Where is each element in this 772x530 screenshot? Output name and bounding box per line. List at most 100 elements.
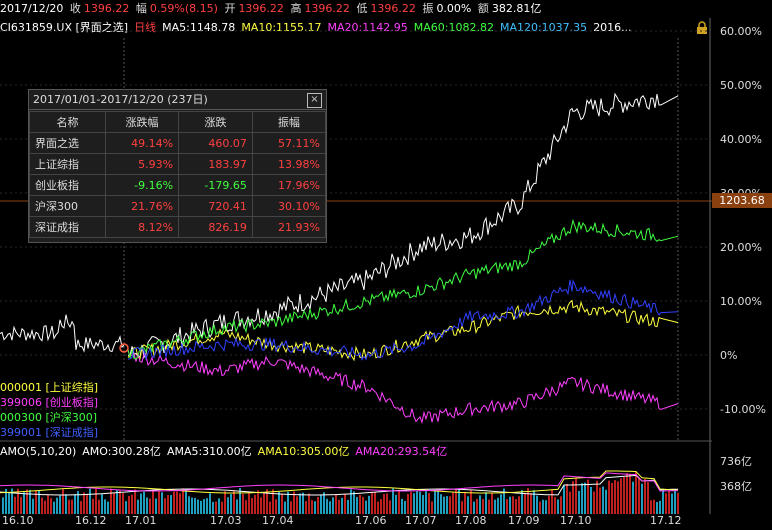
volume-bar	[128, 495, 130, 514]
row-amp: 13.98%	[251, 153, 327, 175]
y-tick: 50.00%	[720, 79, 762, 92]
row-name: 上证综指	[29, 153, 106, 175]
volume-bar	[155, 498, 157, 514]
x-tick: 17.09	[508, 514, 540, 527]
volume-bar	[365, 500, 367, 514]
amo-value: AMO:300.28亿	[82, 445, 161, 458]
volume-bar	[545, 500, 547, 514]
volume-bar	[143, 491, 145, 514]
volume-bar	[392, 488, 394, 514]
volume-bar	[47, 494, 49, 514]
volume-bar	[335, 494, 337, 514]
volume-bar	[632, 481, 634, 514]
volume-bar	[575, 478, 577, 514]
volume-bar	[173, 491, 175, 514]
table-row[interactable]: 界面之选 49.14% 460.07 57.11%	[29, 132, 327, 154]
series-line-0[interactable]	[127, 92, 679, 359]
volume-bar	[527, 488, 529, 514]
volume-bar	[410, 492, 412, 514]
series-line-3[interactable]	[127, 218, 679, 360]
volume-bar	[626, 473, 628, 514]
legend-item-shenzhen[interactable]: 399001 [深证成指]	[0, 426, 99, 439]
volume-bar	[551, 489, 553, 514]
volume-bar	[215, 501, 217, 514]
volume-bar	[401, 498, 403, 514]
history-line	[0, 314, 125, 353]
volume-bar	[206, 498, 208, 514]
legend-item-shanghai[interactable]: 000001 [上证综指]	[0, 381, 99, 394]
volume-bar	[326, 498, 328, 514]
volume-bar	[323, 492, 325, 514]
volume-bar	[674, 489, 676, 514]
series-line-1[interactable]	[127, 299, 679, 362]
volume-bar	[38, 490, 40, 514]
volume-bar	[452, 492, 454, 514]
volume-bar	[413, 493, 415, 514]
range-stats-panel[interactable]: 2017/01/01-2017/12/20 (237日) × 名称 涨跌幅 涨跌…	[28, 89, 327, 243]
volume-bar	[182, 488, 184, 514]
volume-bar	[32, 498, 34, 514]
volume-bar	[377, 501, 379, 514]
volume-bar	[572, 481, 574, 514]
lock-icon[interactable]	[696, 21, 710, 35]
volume-bar	[671, 493, 673, 514]
volume-bar	[197, 499, 199, 514]
volume-bar	[257, 490, 259, 514]
row-name: 沪深300	[29, 195, 106, 217]
volume-bar	[398, 490, 400, 514]
table-row[interactable]: 上证综指 5.93% 183.97 13.98%	[29, 153, 327, 175]
volume-bar	[620, 478, 622, 514]
volume-bar	[311, 500, 313, 514]
open-value: 1396.22	[238, 2, 284, 15]
table-row[interactable]: 沪深300 21.76% 720.41 30.10%	[29, 195, 327, 217]
volume-bar	[503, 488, 505, 514]
volume-bar	[74, 494, 76, 514]
volume-bar	[272, 489, 274, 514]
row-chg: -179.65	[178, 174, 253, 196]
volume-bar	[203, 499, 205, 514]
volume-bar	[230, 494, 232, 514]
x-tick: 17.08	[455, 514, 487, 527]
volume-bar	[368, 495, 370, 514]
volume-bar	[5, 488, 7, 514]
low-value: 1396.22	[370, 2, 416, 15]
legend-item-chinext[interactable]: 399006 [创业板指]	[0, 396, 99, 409]
col-amp: 振幅	[251, 111, 327, 133]
volume-bar	[23, 492, 25, 514]
table-row[interactable]: 创业板指 -9.16% -179.65 17.96%	[29, 174, 327, 196]
volume-bar	[200, 500, 202, 514]
amo-title[interactable]: AMO(5,10,20)	[0, 445, 77, 458]
volume-bar	[119, 490, 121, 514]
volume-bar	[59, 495, 61, 514]
series-line-4[interactable]	[127, 278, 679, 361]
volume-bar	[317, 496, 319, 514]
volume-bar	[194, 497, 196, 514]
volume-bar	[593, 491, 595, 514]
volume-bar	[2, 497, 4, 514]
volume-bar	[167, 495, 169, 514]
volume-bar	[212, 501, 214, 514]
volume-bar	[77, 491, 79, 514]
volume-bar	[191, 497, 193, 514]
volume-bar	[470, 489, 472, 514]
volume-bar	[665, 493, 667, 514]
amplitude-label: 振	[422, 2, 434, 15]
row-amp: 57.11%	[251, 132, 327, 154]
volume-bar	[179, 493, 181, 514]
close-icon[interactable]: ×	[307, 93, 322, 108]
row-pct: 5.93%	[104, 153, 180, 175]
start-marker-icon[interactable]	[119, 343, 129, 353]
volume-bar	[389, 500, 391, 514]
volume-bar	[467, 496, 469, 514]
x-tick: 17.07	[405, 514, 437, 527]
volume-bar	[524, 492, 526, 514]
volume-bar	[245, 500, 247, 514]
legend-item-hs300[interactable]: 000300 [沪深300]	[0, 411, 98, 424]
series-line-2[interactable]	[127, 350, 679, 425]
volume-bar	[350, 489, 352, 514]
volume-bar	[557, 499, 559, 514]
volume-bar	[53, 501, 55, 514]
low-label: 低	[356, 2, 368, 15]
table-row[interactable]: 深证成指 8.12% 826.19 21.93%	[29, 216, 327, 238]
